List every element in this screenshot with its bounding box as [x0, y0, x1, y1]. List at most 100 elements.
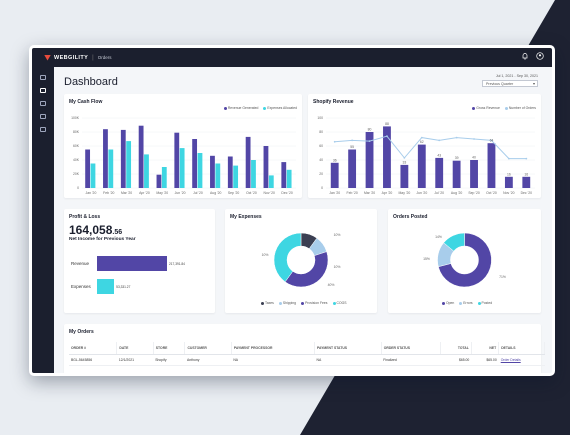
- bar-gross-revenue[interactable]: [383, 126, 391, 188]
- bar-expenses[interactable]: [251, 160, 256, 188]
- point-number-of-orders[interactable]: [333, 140, 336, 143]
- order-details-link[interactable]: Order Details: [498, 354, 545, 366]
- y-tick-label: 80: [319, 130, 323, 134]
- bar-revenue[interactable]: [120, 129, 126, 188]
- orders-posted-card: Orders Posted 71% 15% 14% Open Errors Post…: [388, 209, 541, 313]
- revenue-bar: [97, 256, 167, 271]
- x-tick-label: Sep '20: [228, 191, 240, 195]
- sidebar-settings-icon[interactable]: [40, 127, 46, 132]
- point-number-of-orders[interactable]: [403, 157, 406, 159]
- bar-gross-revenue[interactable]: [522, 176, 531, 188]
- main-content: Dashboard Jul 1, 2021 - Sep 30, 2021 Pre…: [54, 67, 552, 373]
- bar-revenue[interactable]: [138, 125, 144, 188]
- sidebar-products-icon[interactable]: [40, 101, 46, 106]
- bar-gross-revenue[interactable]: [417, 144, 426, 188]
- bar-expenses[interactable]: [215, 163, 221, 189]
- bar-gross-revenue[interactable]: [400, 164, 409, 188]
- bar-expenses[interactable]: [108, 149, 114, 189]
- point-number-of-orders[interactable]: [507, 157, 510, 160]
- point-number-of-orders[interactable]: [351, 139, 354, 142]
- column-header[interactable]: ORDER STATUS: [381, 342, 442, 355]
- bar-expenses[interactable]: [233, 165, 239, 188]
- brand-logo[interactable]: WEBGILITY | Orders: [44, 54, 111, 61]
- column-header[interactable]: NET: [471, 342, 500, 355]
- bar-revenue[interactable]: [156, 174, 162, 188]
- bar-revenue[interactable]: [245, 136, 251, 188]
- net-income-label: Net Income for Previous Year: [69, 237, 136, 242]
- column-header[interactable]: TOTAL: [440, 342, 472, 355]
- column-header[interactable]: ORDER #: [69, 342, 118, 355]
- data-label: 88: [385, 122, 389, 126]
- bar-revenue[interactable]: [227, 156, 233, 189]
- column-header[interactable]: PAYMENT STATUS: [314, 342, 382, 355]
- bar-expenses[interactable]: [286, 169, 292, 188]
- x-tick-label: Oct '20: [486, 191, 497, 195]
- x-tick-label: Jul '20: [193, 191, 203, 195]
- card-title: Profit & Loss: [69, 214, 101, 220]
- x-tick-label: Jun '20: [416, 191, 427, 195]
- bar-gross-revenue[interactable]: [435, 157, 444, 188]
- data-label: 16: [507, 172, 511, 176]
- column-header[interactable]: PAYMENT PROCESSOR: [231, 342, 316, 355]
- sidebar-reports-icon[interactable]: [40, 114, 46, 119]
- point-number-of-orders[interactable]: [473, 138, 475, 140]
- point-number-of-orders[interactable]: [438, 139, 441, 142]
- legend-item: Provision Fees: [301, 301, 328, 305]
- bar-gross-revenue[interactable]: [348, 149, 357, 189]
- slice-posted[interactable]: [443, 232, 465, 252]
- bar-gross-revenue[interactable]: [452, 160, 461, 188]
- point-number-of-orders[interactable]: [368, 140, 371, 142]
- bar-revenue[interactable]: [210, 155, 215, 188]
- slice-cogs[interactable]: [273, 232, 302, 283]
- bar-revenue[interactable]: [192, 139, 198, 188]
- data-label: 33: [402, 160, 406, 164]
- line-number-of-orders: [334, 135, 527, 160]
- period-select[interactable]: Previous Quarter ▾: [482, 80, 538, 87]
- column-header[interactable]: STORE: [153, 342, 186, 355]
- x-tick-label: Mar '20: [364, 191, 375, 195]
- user-icon[interactable]: [536, 52, 544, 60]
- bar-gross-revenue[interactable]: [487, 143, 496, 188]
- bell-icon[interactable]: [521, 52, 529, 60]
- point-number-of-orders[interactable]: [386, 135, 388, 138]
- bar-expenses[interactable]: [268, 175, 274, 188]
- column-header[interactable]: DETAILS: [498, 342, 545, 355]
- bar-expenses[interactable]: [126, 141, 132, 188]
- bar-revenue[interactable]: [103, 129, 108, 188]
- bar-expenses[interactable]: [197, 153, 203, 188]
- point-number-of-orders[interactable]: [420, 136, 423, 139]
- table-cell: Shopify: [153, 354, 185, 366]
- bar-gross-revenue[interactable]: [330, 162, 339, 188]
- bar-revenue[interactable]: [174, 132, 180, 188]
- bar-expenses[interactable]: [144, 154, 149, 188]
- point-number-of-orders[interactable]: [455, 136, 458, 139]
- point-number-of-orders[interactable]: [490, 139, 493, 142]
- table-row[interactable]: BGL-5645856 12/1/2021 Shopify Anthony NA NA Fi…: [69, 354, 545, 366]
- table-cell: 12/1/2021: [116, 354, 154, 366]
- table-cell: NA: [314, 354, 382, 366]
- bar-gross-revenue[interactable]: [470, 160, 478, 188]
- data-label: 80: [368, 128, 372, 132]
- bar-expenses[interactable]: [90, 163, 96, 189]
- app-window: WEBGILITY | Orders Dashboard Jul 1, 2021…: [29, 45, 555, 376]
- x-tick-label: Feb '20: [347, 191, 358, 195]
- column-header[interactable]: DATE: [116, 342, 154, 355]
- bar-gross-revenue[interactable]: [365, 132, 374, 188]
- bar-gross-revenue[interactable]: [504, 176, 513, 188]
- legend-item: Taxes: [261, 301, 274, 305]
- slice-label: 10%: [262, 253, 269, 257]
- point-number-of-orders[interactable]: [525, 157, 528, 160]
- sidebar-dashboard-icon[interactable]: [40, 88, 46, 93]
- x-tick-label: Feb '20: [103, 191, 114, 195]
- shopify-revenue-card: Shopify Revenue Gross Revenue Number of …: [308, 94, 541, 198]
- bar-expenses[interactable]: [179, 148, 185, 188]
- bar-revenue[interactable]: [263, 146, 269, 188]
- orders-table: ORDER # DATE STORE CUSTOMER PAYMENT PROCESSO…: [69, 342, 545, 366]
- bar-revenue[interactable]: [281, 162, 287, 188]
- column-header[interactable]: CUSTOMER: [184, 342, 232, 355]
- slice-provision-fees[interactable]: [284, 251, 329, 288]
- bar-revenue[interactable]: [85, 149, 91, 189]
- slice-open[interactable]: [438, 232, 492, 288]
- bar-expenses[interactable]: [161, 167, 167, 188]
- sidebar-orders-icon[interactable]: [40, 75, 46, 80]
